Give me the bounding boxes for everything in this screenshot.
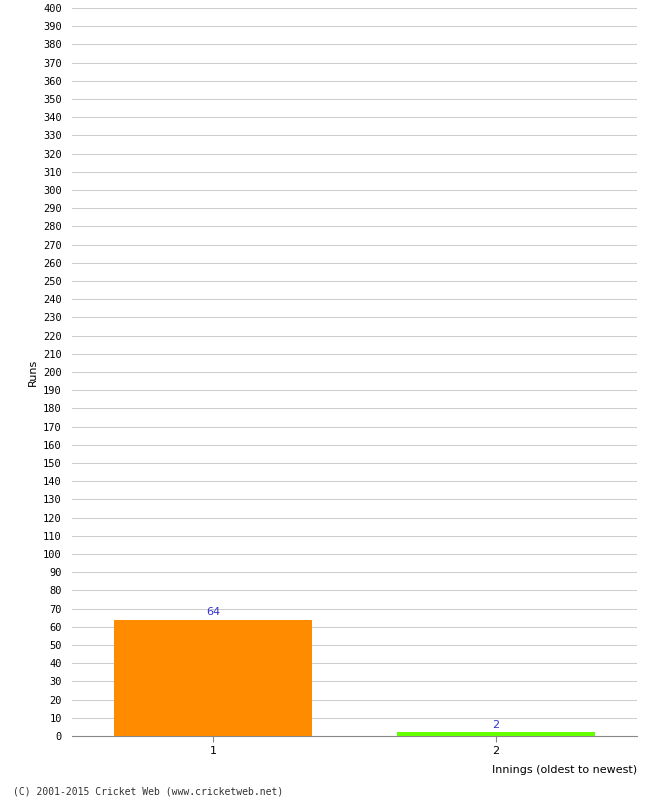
Bar — [114, 619, 312, 736]
Text: 2: 2 — [492, 720, 499, 730]
Text: 64: 64 — [206, 606, 220, 617]
Y-axis label: Runs: Runs — [27, 358, 38, 386]
Bar — [396, 732, 595, 736]
Text: (C) 2001-2015 Cricket Web (www.cricketweb.net): (C) 2001-2015 Cricket Web (www.cricketwe… — [13, 786, 283, 796]
X-axis label: Innings (oldest to newest): Innings (oldest to newest) — [492, 765, 637, 775]
